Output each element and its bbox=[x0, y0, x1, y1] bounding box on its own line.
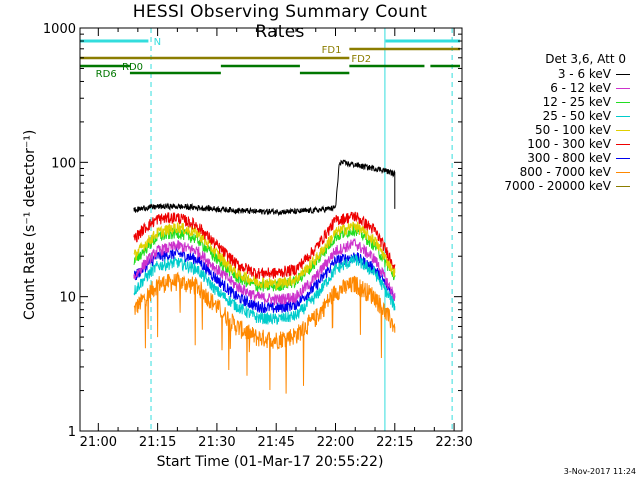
x-tick-label-6: 22:30 bbox=[435, 435, 472, 450]
legend-swatch bbox=[616, 115, 630, 117]
legend-swatch bbox=[616, 129, 630, 131]
plot-frame bbox=[79, 27, 463, 432]
x-tick-label-1: 21:15 bbox=[139, 435, 176, 450]
legend-swatch bbox=[616, 101, 630, 103]
y-tick-label-3: 1000 bbox=[43, 22, 76, 37]
x-tick-label-2: 21:30 bbox=[198, 435, 235, 450]
y-axis-label: Count Rate (s⁻¹ detector⁻¹) bbox=[22, 129, 38, 320]
legend-entry-3: 25 - 50 keV bbox=[470, 109, 630, 123]
series-line-50to100keV bbox=[133, 221, 396, 291]
y-tick-label-1: 10 bbox=[59, 291, 76, 306]
legend-label: 50 - 100 keV bbox=[534, 123, 611, 137]
flag-label-fd1: FD1 bbox=[322, 45, 342, 56]
flag-label-rd6: RD6 bbox=[96, 69, 117, 80]
legend: Det 3,6, Att 0 3 - 6 keV 6 - 12 keV 12 - 2… bbox=[470, 52, 630, 193]
axes: 1 10 100 1000 21:00 21:15 21:30 21:45 22:00 22:15… bbox=[43, 22, 473, 450]
y-tick-label-0: 1 bbox=[68, 425, 76, 440]
series-lines bbox=[133, 159, 396, 394]
legend-label: 25 - 50 keV bbox=[542, 109, 611, 123]
legend-entry-2: 12 - 25 keV bbox=[470, 95, 630, 109]
timestamp: 3-Nov-2017 11:24 bbox=[563, 467, 636, 476]
legend-entry-4: 50 - 100 keV bbox=[470, 123, 630, 137]
legend-swatch bbox=[616, 185, 630, 187]
legend-swatch bbox=[616, 157, 630, 159]
legend-label: 100 - 300 keV bbox=[527, 137, 611, 151]
vertical-markers bbox=[79, 28, 453, 431]
series-line-6to12keV bbox=[133, 237, 396, 306]
flag-label-n: N bbox=[154, 37, 161, 48]
legend-swatch bbox=[616, 143, 630, 145]
legend-swatch bbox=[616, 87, 630, 89]
legend-entry-7: 800 - 7000 keV bbox=[470, 165, 630, 179]
legend-entry-1: 6 - 12 keV bbox=[470, 81, 630, 95]
flag-label-rd0: RD0 bbox=[122, 62, 143, 73]
legend-label: 12 - 25 keV bbox=[542, 95, 611, 109]
legend-label: 3 - 6 keV bbox=[557, 67, 611, 81]
x-tick-label-5: 22:15 bbox=[376, 435, 413, 450]
legend-swatch bbox=[616, 171, 630, 173]
x-axis-label: Start Time (01-Mar-17 20:55:22) bbox=[156, 454, 384, 470]
legend-label: 300 - 800 keV bbox=[527, 151, 611, 165]
x-tick-label-3: 21:45 bbox=[257, 435, 294, 450]
legend-header: Det 3,6, Att 0 bbox=[545, 52, 626, 66]
x-tick-label-0: 21:00 bbox=[80, 435, 117, 450]
series-line-100to300keV bbox=[133, 211, 396, 279]
legend-entry-0: 3 - 6 keV bbox=[470, 67, 630, 81]
flag-label-fd2: FD2 bbox=[351, 54, 371, 65]
legend-label: 7000 - 20000 keV bbox=[504, 179, 611, 193]
legend-entry-5: 100 - 300 keV bbox=[470, 137, 630, 151]
flag-bars: N FD1 FD2 RD0 RD6 bbox=[80, 37, 461, 80]
x-tick-label-4: 22:00 bbox=[317, 435, 354, 450]
legend-label: 6 - 12 keV bbox=[550, 81, 611, 95]
series-line-25to50keV bbox=[133, 254, 396, 325]
legend-swatch bbox=[616, 73, 630, 75]
series-line-3to6keV bbox=[133, 159, 396, 217]
legend-label: 800 - 7000 keV bbox=[519, 165, 611, 179]
legend-entry-8: 7000 - 20000 keV bbox=[470, 179, 630, 193]
legend-entry-6: 300 - 800 keV bbox=[470, 151, 630, 165]
chart-title: HESSI Observing Summary Count Rates bbox=[132, 2, 428, 42]
y-tick-label-2: 100 bbox=[51, 156, 76, 171]
legend-rows: 3 - 6 keV 6 - 12 keV 12 - 25 keV 25 - 50 ke… bbox=[470, 67, 630, 193]
series-line-800to7000keV bbox=[133, 271, 396, 394]
